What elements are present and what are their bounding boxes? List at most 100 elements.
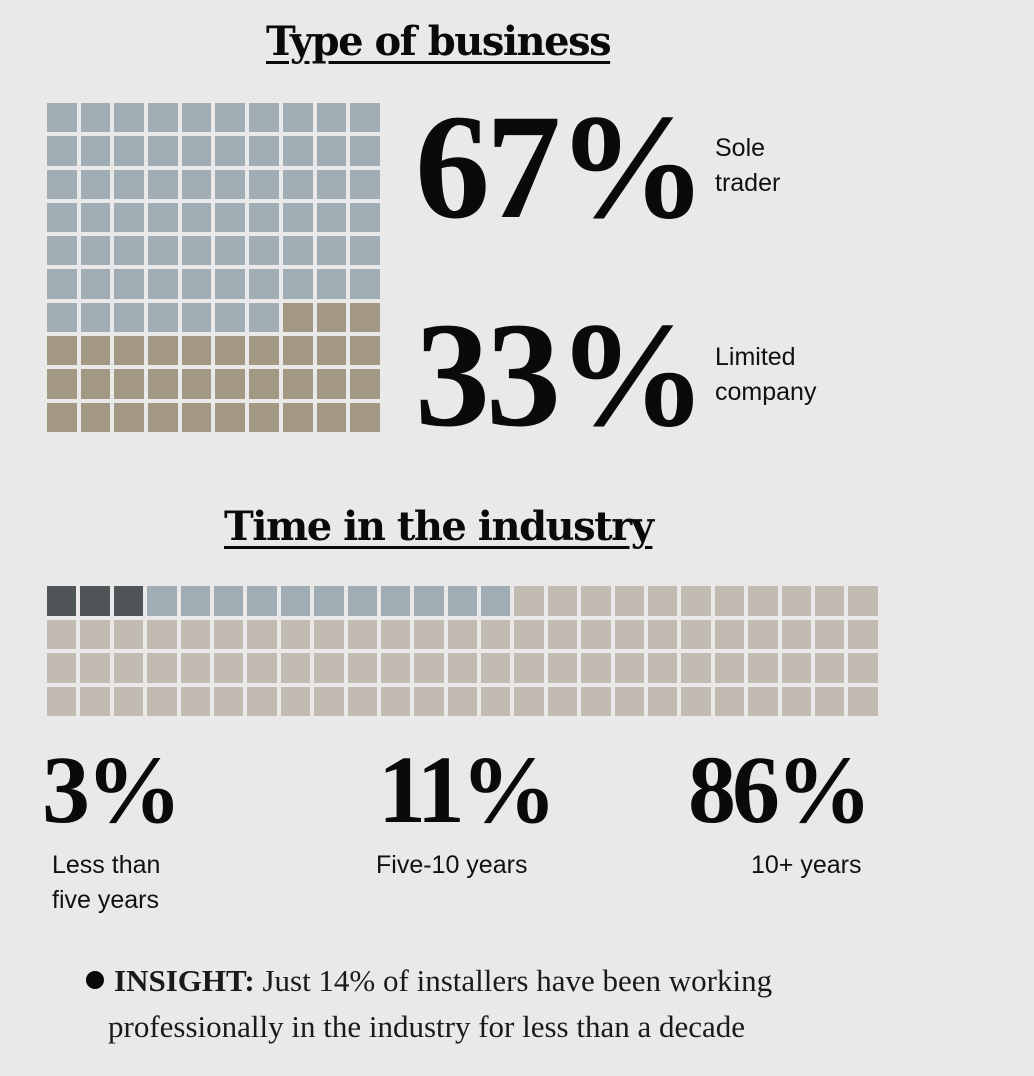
waffle-cell-sole-trader <box>282 202 313 233</box>
waffle-cell-sole-trader <box>181 136 212 166</box>
waffle-cell-sole-trader <box>249 269 279 299</box>
value-limited-company: 33% <box>415 292 707 458</box>
waffle-cell-10-years <box>347 653 377 683</box>
waffle-cell-10-years <box>113 619 144 649</box>
waffle-cell-sole-trader <box>249 103 279 133</box>
waffle-cell-sole-trader <box>80 136 111 166</box>
waffle-cell-sole-trader <box>181 169 212 199</box>
waffle-cell-10-years <box>547 686 578 716</box>
waffle-cell-limited-company <box>80 336 111 366</box>
waffle-cell-10-years <box>80 686 110 716</box>
waffle-cell-five-10-years <box>347 586 377 616</box>
waffle-cell-10-years <box>714 653 745 683</box>
waffle-cell-10-years <box>681 586 711 616</box>
waffle-cell-10-years <box>514 586 544 616</box>
waffle-cell-sole-trader <box>80 103 111 133</box>
waffle-cell-10-years <box>848 619 878 649</box>
waffle-cell-sole-trader <box>181 202 212 233</box>
waffle-cell-sole-trader <box>114 136 145 166</box>
waffle-cell-limited-company <box>215 336 246 366</box>
waffle-cell-limited-company <box>114 369 145 399</box>
waffle-cell-sole-trader <box>282 236 313 266</box>
waffle-cell-10-years <box>347 686 377 716</box>
waffle-chart-business-type <box>47 103 380 432</box>
waffle-cell-sole-trader <box>114 302 145 333</box>
waffle-cell-sole-trader <box>282 136 313 166</box>
waffle-cell-10-years <box>247 653 277 683</box>
waffle-cell-sole-trader <box>249 236 279 266</box>
waffle-cell-10-years <box>213 619 244 649</box>
waffle-cell-limited-company <box>249 369 279 399</box>
waffle-cell-10-years <box>848 653 878 683</box>
waffle-cell-10-years <box>547 653 578 683</box>
waffle-cell-five-10-years <box>280 586 311 616</box>
waffle-cell-sole-trader <box>181 236 212 266</box>
waffle-cell-sole-trader <box>282 269 313 299</box>
chart-title-type-of-business: Type of business <box>266 18 612 65</box>
waffle-cell-10-years <box>80 653 110 683</box>
waffle-cell-sole-trader <box>249 302 279 333</box>
waffle-cell-10-years <box>180 653 210 683</box>
waffle-cell-sole-trader <box>148 302 178 333</box>
label-five-to-ten: Five-10 years <box>376 851 528 879</box>
waffle-cell-limited-company <box>47 369 77 399</box>
waffle-cell-10-years <box>414 686 444 716</box>
waffle-cell-10-years <box>380 653 411 683</box>
value-ten-plus: 86% <box>688 736 872 843</box>
label-limited-company: Limited company <box>715 340 816 410</box>
waffle-cell-sole-trader <box>350 103 380 133</box>
waffle-cell-limited-company <box>282 369 313 399</box>
waffle-cell-10-years <box>681 619 711 649</box>
waffle-cell-limited-company <box>316 336 347 366</box>
waffle-cell-limited-company <box>148 369 178 399</box>
waffle-cell-limited-company <box>114 402 145 432</box>
waffle-cell-10-years <box>147 686 177 716</box>
waffle-cell-sole-trader <box>350 202 380 233</box>
label-line: Sole <box>715 134 766 162</box>
waffle-cell-sole-trader <box>181 269 212 299</box>
waffle-cell-10-years <box>280 653 311 683</box>
waffle-cell-limited-company <box>249 402 279 432</box>
waffle-cell-10-years <box>481 653 511 683</box>
waffle-cell-sole-trader <box>350 236 380 266</box>
waffle-cell-sole-trader <box>47 202 77 233</box>
waffle-cell-10-years <box>80 619 110 649</box>
waffle-cell-sole-trader <box>350 269 380 299</box>
waffle-cell-limited-company <box>316 369 347 399</box>
label-line: company <box>715 378 817 406</box>
waffle-cell-10-years <box>581 653 611 683</box>
waffle-cell-10-years <box>280 686 311 716</box>
waffle-cell-sole-trader <box>181 103 212 133</box>
waffle-cell-sole-trader <box>47 103 77 133</box>
waffle-cell-10-years <box>781 586 811 616</box>
waffle-cell-five-10-years <box>213 586 244 616</box>
insight-line-1: Just 14% of installers have been working <box>262 963 773 998</box>
waffle-cell-sole-trader <box>114 103 145 133</box>
waffle-cell-sole-trader <box>215 103 246 133</box>
label-line: Limited <box>715 343 796 371</box>
waffle-cell-sole-trader <box>350 136 380 166</box>
waffle-cell-sole-trader <box>80 169 111 199</box>
waffle-cell-10-years <box>714 619 745 649</box>
waffle-cell-10-years <box>447 619 478 649</box>
waffle-cell-sole-trader <box>47 302 77 333</box>
waffle-cell-limited-company <box>316 402 347 432</box>
waffle-cell-limited-company <box>350 336 380 366</box>
waffle-cell-sole-trader <box>316 269 347 299</box>
waffle-cell-10-years <box>514 619 544 649</box>
waffle-cell-sole-trader <box>47 169 77 199</box>
insight-text: INSIGHT: Just 14% of installers have bee… <box>86 958 886 1050</box>
waffle-cell-10-years <box>781 686 811 716</box>
waffle-cell-five-10-years <box>447 586 478 616</box>
waffle-cell-10-years <box>648 619 678 649</box>
waffle-cell-10-years <box>280 619 311 649</box>
value-sole-trader: 67% <box>415 84 707 250</box>
waffle-cell-limited-company <box>181 402 212 432</box>
waffle-cell-sole-trader <box>316 169 347 199</box>
waffle-cell-sole-trader <box>148 169 178 199</box>
waffle-cell-sole-trader <box>114 269 145 299</box>
waffle-cell-sole-trader <box>148 236 178 266</box>
waffle-cell-10-years <box>814 586 845 616</box>
waffle-cell-10-years <box>714 686 745 716</box>
waffle-cell-limited-company <box>181 369 212 399</box>
